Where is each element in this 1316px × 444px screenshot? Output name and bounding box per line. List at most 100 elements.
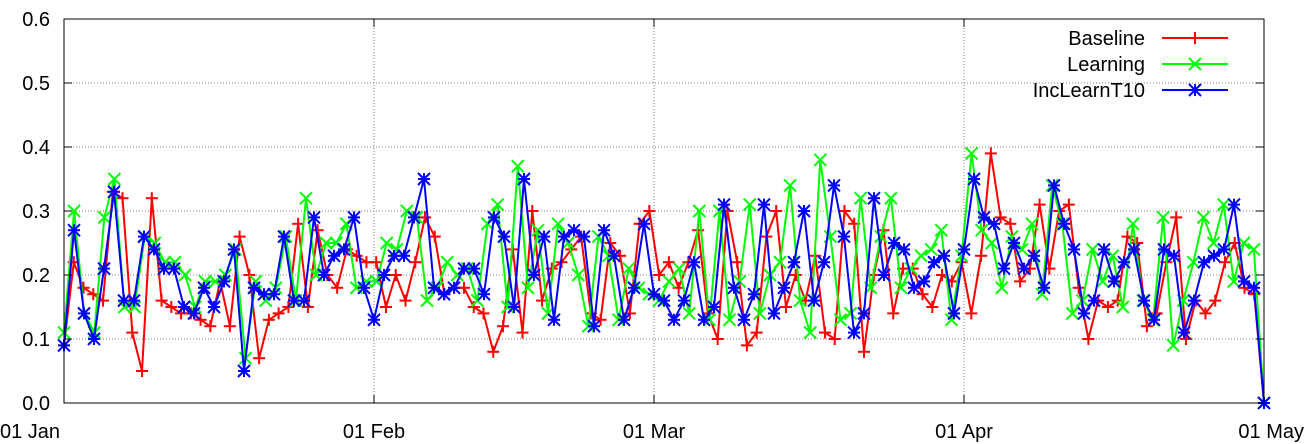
data-point bbox=[77, 306, 91, 321]
data-point bbox=[136, 365, 149, 377]
data-point bbox=[857, 306, 871, 321]
data-point bbox=[1237, 274, 1251, 289]
data-point bbox=[257, 287, 271, 301]
data-point bbox=[773, 255, 787, 269]
data-point bbox=[116, 192, 129, 205]
data-point bbox=[145, 192, 158, 205]
data-point bbox=[647, 287, 661, 301]
data-point bbox=[427, 281, 441, 295]
axis-ticks: 0.0 0.1 0.2 0.3 0.4 0.5 0.6 01 Jan 01 Feb 01 Mar 0… bbox=[0, 9, 1304, 443]
data-point bbox=[779, 301, 792, 313]
data-point bbox=[1037, 281, 1051, 295]
data-point bbox=[1057, 217, 1071, 231]
y-tick-label: 0.3 bbox=[22, 201, 50, 223]
data-point bbox=[672, 261, 686, 276]
series-inclearnt10 bbox=[57, 172, 1271, 410]
data-point bbox=[924, 242, 938, 257]
data-point bbox=[418, 211, 431, 224]
legend-item: Baseline bbox=[1068, 28, 1228, 50]
data-point bbox=[662, 256, 675, 269]
data-point bbox=[379, 301, 392, 313]
data-point bbox=[350, 249, 363, 262]
data-point bbox=[907, 281, 921, 295]
data-point bbox=[1107, 274, 1121, 289]
data-point bbox=[692, 204, 707, 218]
data-point bbox=[687, 255, 701, 269]
data-point bbox=[717, 197, 731, 212]
data-point bbox=[1170, 211, 1183, 224]
data-point bbox=[357, 281, 371, 295]
data-point bbox=[511, 159, 525, 173]
data-point bbox=[1188, 57, 1202, 71]
data-point bbox=[490, 197, 505, 212]
y-tick-label: 0.6 bbox=[22, 9, 50, 31]
legend-item: IncLearnT10 bbox=[1033, 80, 1228, 102]
data-point bbox=[417, 172, 431, 186]
data-point bbox=[697, 313, 711, 327]
data-point bbox=[847, 325, 861, 340]
y-tick-label: 0.2 bbox=[22, 265, 50, 287]
data-point bbox=[337, 242, 351, 257]
data-point bbox=[97, 261, 111, 276]
data-point bbox=[1137, 293, 1151, 308]
data-point bbox=[707, 300, 721, 314]
y-tick-label: 0.0 bbox=[22, 393, 50, 415]
data-point bbox=[974, 223, 989, 237]
data-point bbox=[807, 293, 821, 308]
data-point bbox=[1077, 306, 1091, 321]
data-point bbox=[813, 153, 828, 167]
data-point bbox=[223, 320, 236, 333]
data-point bbox=[1033, 198, 1046, 211]
data-point bbox=[447, 281, 461, 295]
data-point bbox=[926, 301, 939, 313]
data-point bbox=[827, 178, 841, 193]
data-point bbox=[984, 147, 997, 160]
data-point bbox=[1167, 249, 1181, 263]
data-point bbox=[299, 191, 313, 205]
data-point bbox=[237, 364, 251, 378]
data-point bbox=[750, 326, 763, 339]
data-point bbox=[777, 281, 791, 295]
data-point bbox=[1206, 236, 1221, 250]
y-tick-label: 0.1 bbox=[22, 329, 50, 351]
data-point bbox=[107, 172, 122, 186]
data-point bbox=[838, 205, 851, 217]
data-point bbox=[997, 261, 1011, 276]
data-point bbox=[1062, 198, 1075, 211]
data-point bbox=[934, 223, 949, 237]
data-point bbox=[389, 269, 402, 281]
data-point bbox=[500, 300, 515, 314]
data-point bbox=[587, 319, 601, 333]
data-point bbox=[297, 293, 311, 308]
data-point bbox=[1082, 333, 1095, 345]
data-point bbox=[1207, 249, 1221, 263]
data-point bbox=[1177, 325, 1191, 340]
legend-label: IncLearnT10 bbox=[1033, 80, 1145, 102]
data-point bbox=[947, 306, 961, 321]
data-point bbox=[155, 294, 168, 307]
data-point bbox=[1007, 236, 1021, 250]
data-point bbox=[964, 146, 979, 161]
data-point bbox=[1106, 249, 1120, 263]
data-point bbox=[272, 307, 285, 320]
data-point bbox=[253, 352, 266, 365]
data-point bbox=[1116, 300, 1130, 314]
data-point bbox=[627, 281, 641, 295]
data-point bbox=[977, 210, 991, 225]
data-point bbox=[957, 242, 971, 257]
data-point bbox=[793, 293, 807, 308]
data-point bbox=[379, 236, 394, 250]
data-point bbox=[267, 287, 281, 301]
y-tick-label: 0.4 bbox=[22, 137, 50, 159]
data-point bbox=[347, 210, 361, 225]
data-point bbox=[420, 293, 434, 308]
legend-label: Baseline bbox=[1068, 28, 1145, 50]
data-point bbox=[571, 268, 585, 282]
data-point bbox=[247, 281, 261, 295]
series-line bbox=[63, 152, 1265, 404]
data-point bbox=[1065, 306, 1080, 321]
data-point bbox=[682, 306, 696, 321]
data-point bbox=[262, 313, 275, 326]
data-point bbox=[327, 249, 341, 263]
